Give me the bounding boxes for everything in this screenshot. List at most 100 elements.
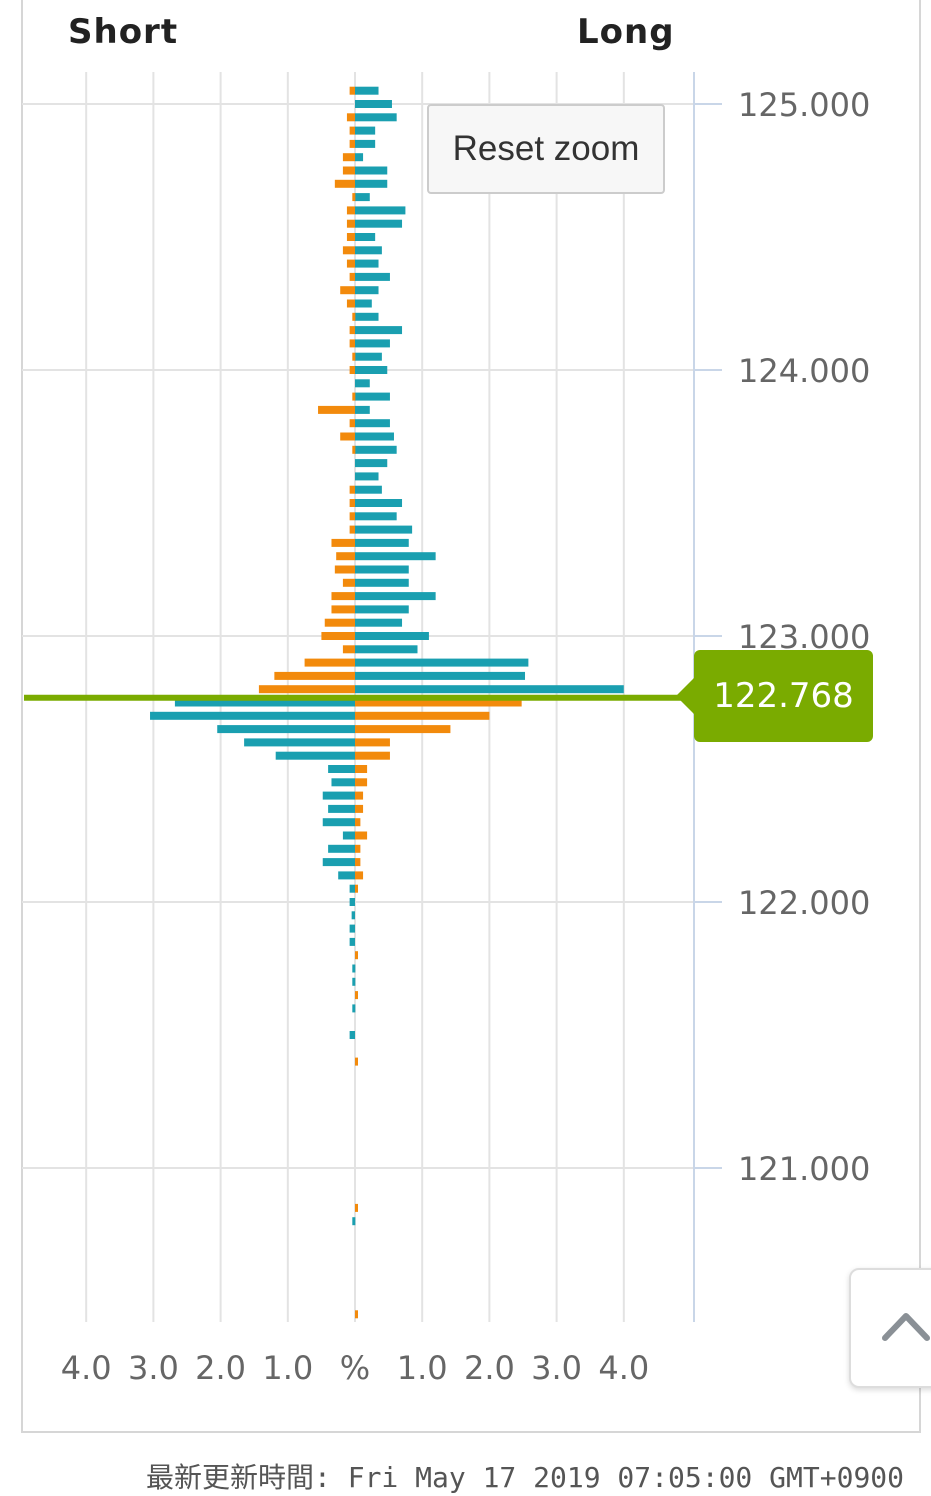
x-tick-label: 4.0	[61, 1349, 112, 1387]
long-bar	[244, 738, 355, 747]
x-tick-label: %	[340, 1349, 370, 1387]
short-bar	[340, 432, 355, 441]
short-bar	[349, 485, 355, 494]
long-bar	[355, 126, 376, 135]
short-bar	[349, 419, 355, 428]
long-bar	[355, 233, 376, 241]
plot-border	[21, 0, 921, 1433]
short-bar	[355, 791, 364, 800]
chevron-up-icon	[882, 1313, 930, 1341]
short-bar	[346, 259, 355, 268]
long-bar	[355, 658, 529, 667]
short-bar	[321, 632, 355, 640]
short-bar	[352, 312, 356, 321]
short-bar	[355, 831, 368, 840]
long-bar	[328, 844, 355, 853]
long-bar	[355, 432, 394, 441]
long-bar	[355, 339, 390, 348]
long-bar	[349, 898, 355, 906]
long-bar	[355, 459, 388, 468]
long-bar	[355, 352, 382, 361]
y-tick-label: 122.000	[738, 884, 870, 922]
short-bar	[349, 512, 355, 521]
short-bar	[258, 685, 355, 694]
short-bar	[355, 884, 358, 893]
long-bar	[355, 166, 388, 175]
long-bar	[355, 605, 409, 614]
x-tick-label: 2.0	[195, 1349, 246, 1387]
long-bar	[355, 445, 397, 454]
long-bar	[342, 831, 355, 840]
long-bar	[355, 592, 436, 601]
long-bar	[352, 1004, 356, 1013]
short-bar	[304, 658, 355, 667]
long-bar	[355, 206, 406, 215]
long-bar	[352, 964, 356, 973]
long-bar	[355, 685, 624, 694]
short-bar	[355, 1203, 358, 1212]
short-bar	[346, 113, 355, 122]
short-bar	[355, 991, 358, 1000]
long-bar	[217, 725, 355, 734]
x-tick-label: 4.0	[598, 1349, 649, 1387]
last-updated-text: 最新更新時間: Fri May 17 2019 07:05:00 GMT+090…	[146, 1461, 905, 1494]
short-bar	[349, 272, 355, 281]
long-bar	[355, 499, 403, 507]
long-bar	[355, 512, 397, 521]
long-bar	[355, 366, 388, 374]
short-bar	[349, 326, 355, 335]
scroll-to-top-button[interactable]	[849, 1268, 931, 1388]
long-bar	[328, 804, 355, 813]
x-tick-label: 1.0	[397, 1349, 448, 1387]
long-bar	[355, 219, 403, 228]
long-bar	[355, 565, 409, 574]
long-bar	[150, 711, 355, 720]
short-bar	[349, 339, 355, 348]
long-bar	[355, 419, 390, 428]
long-heading: Long	[577, 12, 675, 52]
reset-zoom-button[interactable]: Reset zoom	[427, 104, 665, 194]
long-bar	[355, 671, 526, 680]
current-price-badge: 122.768	[694, 650, 873, 742]
long-bar	[355, 259, 379, 268]
short-bar	[349, 126, 355, 135]
long-bar	[349, 884, 355, 893]
short-bar	[349, 499, 355, 507]
long-bar	[355, 552, 436, 561]
short-bar	[349, 525, 355, 534]
long-bar	[355, 272, 390, 281]
long-bar	[352, 977, 356, 986]
short-bar	[355, 698, 522, 707]
plot-frame	[21, 0, 921, 1433]
long-bar	[322, 858, 355, 867]
short-bar	[336, 552, 355, 561]
short-bar	[355, 844, 361, 853]
x-tick-label: 3.0	[531, 1349, 582, 1387]
short-bar	[355, 871, 364, 880]
short-bar	[355, 818, 361, 827]
long-bar	[355, 538, 409, 547]
long-bar	[351, 911, 355, 920]
long-bar	[355, 179, 388, 188]
long-bar	[338, 871, 355, 880]
long-bar	[174, 698, 355, 707]
short-heading: Short	[68, 12, 179, 52]
short-bar	[349, 139, 355, 148]
long-bar	[349, 1031, 355, 1039]
long-bar	[328, 765, 355, 773]
short-bar	[355, 1310, 358, 1319]
short-bar	[355, 804, 364, 813]
short-bar	[318, 405, 355, 414]
long-bar	[355, 326, 403, 335]
short-bar	[324, 618, 355, 627]
short-bar	[342, 645, 355, 654]
short-bar	[274, 671, 355, 680]
long-bar	[355, 100, 392, 108]
long-bar	[355, 645, 418, 654]
long-bar	[355, 153, 364, 162]
long-bar	[355, 286, 379, 295]
long-bar	[322, 818, 355, 827]
short-bar	[355, 725, 451, 734]
long-bar	[355, 618, 403, 627]
